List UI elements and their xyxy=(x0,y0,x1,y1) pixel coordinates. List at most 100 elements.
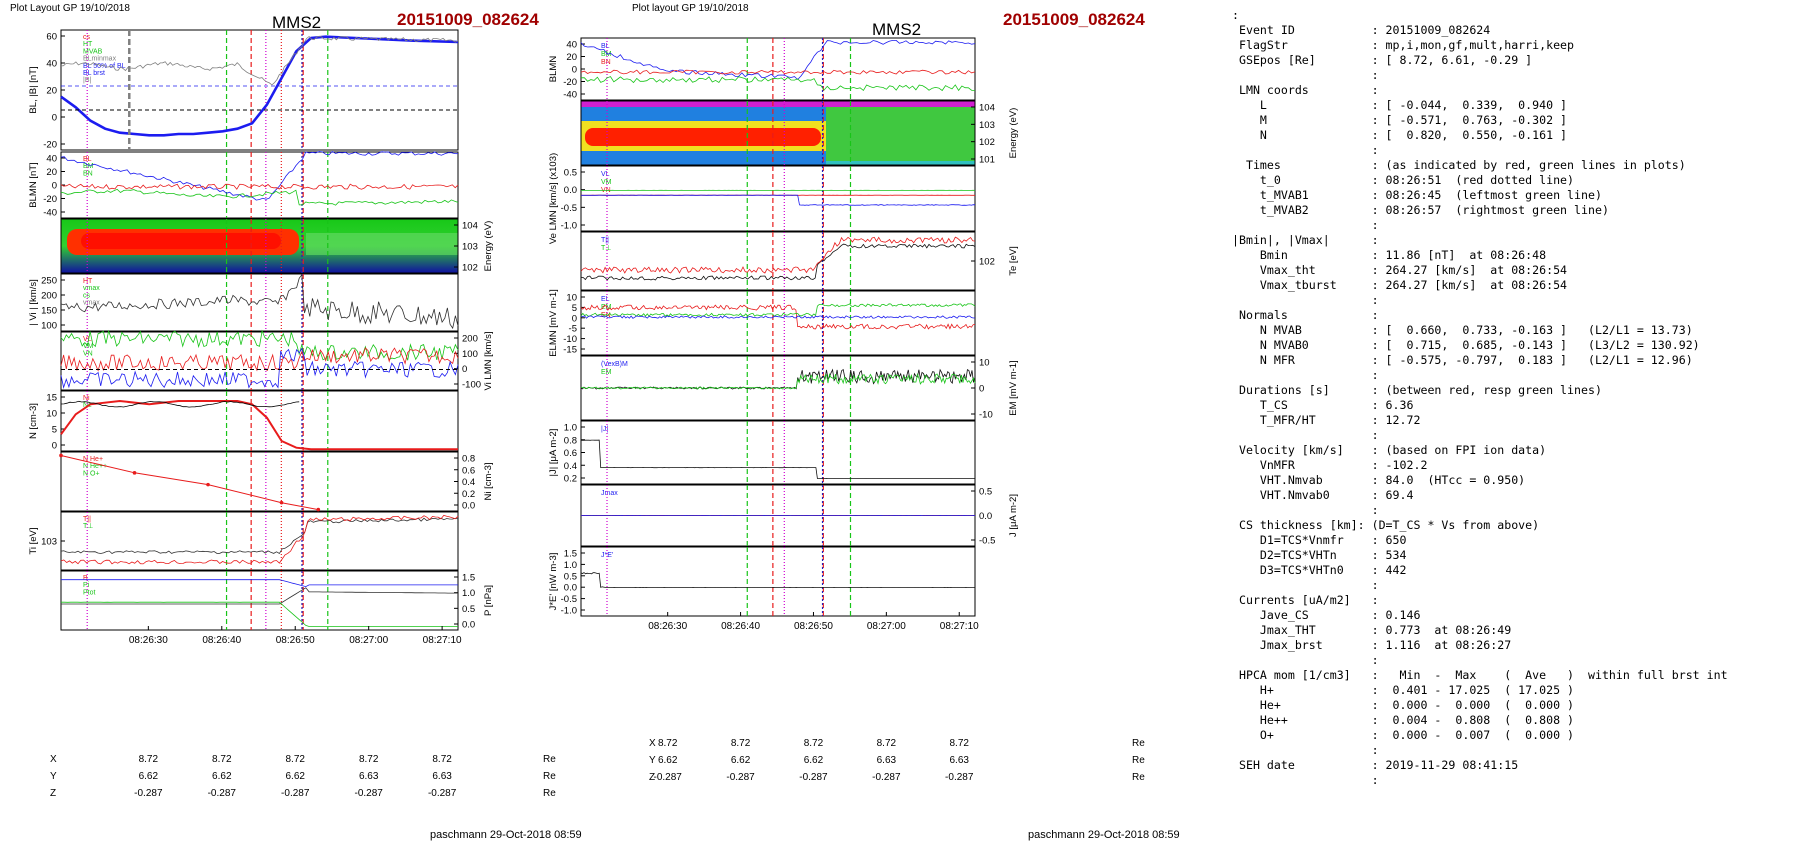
right-panel-je: 1.51.00.50.0-0.5-1.0J*E' [nW m-3] J*E' xyxy=(548,546,976,617)
y-tick-label: 0 xyxy=(52,441,57,452)
legend-entry: N He+ xyxy=(83,456,103,463)
y-axis-label: J [μA m-2] xyxy=(1008,494,1019,537)
y-tick-label: 0 xyxy=(979,384,984,395)
y-tick-label: -20 xyxy=(43,194,57,205)
ephemeris-value: -0.287 xyxy=(799,772,828,783)
ephemeris-label: Y xyxy=(649,755,656,766)
je-trace xyxy=(580,572,975,588)
y-tick-label: 0.4 xyxy=(462,477,475,488)
ephemeris-label: Y xyxy=(50,771,57,782)
time-tick-label: 08:26:50 xyxy=(794,621,833,632)
te-perp-trace xyxy=(580,243,976,281)
legend-entry: HT xyxy=(83,278,93,285)
ephemeris-value: 8.72 xyxy=(432,754,452,765)
y-axis-label: |J| [μA m-2] xyxy=(548,429,559,477)
y-tick-label: -0.5 xyxy=(979,536,995,547)
y-tick-label: 102 xyxy=(979,257,995,268)
legend-entry: BL 50% of BL xyxy=(83,63,126,70)
legend-entry: EN xyxy=(601,312,611,319)
he-plusplus-point xyxy=(316,507,321,512)
bm-lmn-trace xyxy=(60,188,459,206)
time-tick-label: 08:27:00 xyxy=(349,635,388,646)
legend-entry: EL xyxy=(601,296,610,303)
y-tick-label: -0.5 xyxy=(561,203,577,214)
spectrogram-hot-band xyxy=(585,128,821,146)
vexb-trace xyxy=(580,368,976,390)
y-tick-label: 200 xyxy=(41,291,57,302)
y-tick-label: 104 xyxy=(979,103,995,114)
ti-par-trace xyxy=(60,514,459,565)
ephemeris-value: 8.72 xyxy=(877,738,897,749)
ne-trace xyxy=(60,400,300,408)
legend-entry: BN xyxy=(601,59,611,66)
event-summary-text: : Event ID : 20151009_082624 FlagStr : m… xyxy=(1232,8,1728,787)
y-axis-label: Energy (eV) xyxy=(1008,108,1019,159)
legend-entry: VM xyxy=(601,179,612,186)
y-tick-label: 40 xyxy=(46,59,57,70)
y-axis-label: Energy (eV) xyxy=(483,221,494,272)
legend-entry: BM xyxy=(601,51,612,58)
ephemeris-value: 8.72 xyxy=(658,738,678,749)
legend-entry: Ni xyxy=(83,395,90,402)
legend-entry: BLminmax xyxy=(83,56,117,63)
legend-entry: BN xyxy=(83,170,93,177)
ephemeris-value: 6.63 xyxy=(359,771,379,782)
y-tick-label: 20 xyxy=(46,86,57,97)
left-time-axis: 08:26:30 08:26:40 08:26:50 08:27:00 08:27:10… xyxy=(50,626,556,799)
y-tick-label: 104 xyxy=(462,221,478,232)
y-tick-label: 102 xyxy=(462,263,478,274)
y-axis-label: | Vi | [km/s] xyxy=(28,279,39,325)
y-tick-label: 0.8 xyxy=(462,454,475,465)
y-tick-label: 10 xyxy=(46,409,57,420)
y-tick-label: 0 xyxy=(572,65,577,76)
y-tick-label: -0.5 xyxy=(561,594,577,605)
legend-entry: (VexB)M xyxy=(601,361,628,368)
ephemeris-value: 6.63 xyxy=(877,755,897,766)
y-tick-label: 103 xyxy=(41,537,57,548)
ephemeris-value: 8.72 xyxy=(731,738,751,749)
legend-entry: |J| xyxy=(601,426,608,433)
y-tick-label: 100 xyxy=(41,321,57,332)
ni-trace xyxy=(60,399,458,451)
y-axis-label: Ve LMN [km/s] (x103) xyxy=(548,153,559,244)
right-footer: paschmann 29-Oct-2018 08:59 xyxy=(1028,829,1180,841)
ephemeris-value: 8.72 xyxy=(139,754,159,765)
y-tick-label: 0.8 xyxy=(564,435,577,446)
panel-frame xyxy=(580,420,976,485)
ve-n-trace xyxy=(581,194,976,206)
time-tick-label: 08:26:40 xyxy=(202,635,241,646)
ephemeris-unit: Re xyxy=(543,788,556,799)
y-tick-label: 0.5 xyxy=(564,571,577,582)
legend-entry: J*E' xyxy=(601,552,613,559)
ephemeris-unit: Re xyxy=(1132,738,1145,749)
ephemeris-label: X xyxy=(649,738,656,749)
legend-entry: T⊥ xyxy=(83,523,93,530)
y-axis-label: N [cm-3] xyxy=(28,403,39,439)
pi-trace xyxy=(61,601,458,627)
legend-entry: VL xyxy=(601,171,610,178)
spectrogram-top-band xyxy=(581,101,975,107)
y-tick-label: 0 xyxy=(462,364,467,375)
y-tick-label: 1.0 xyxy=(564,560,577,571)
spectrogram-magnetosphere xyxy=(826,105,975,161)
he-plusplus-point xyxy=(279,500,284,505)
right-panel-j: 1.00.8 0.6 0.4 0.2 |J| [μA m-2] |J| xyxy=(548,420,976,485)
ephemeris-value: 6.63 xyxy=(432,771,452,782)
panel-frame xyxy=(60,570,459,631)
ephemeris-unit: Re xyxy=(1132,755,1145,766)
y-tick-label: 1.5 xyxy=(564,549,577,560)
y-tick-label: 0.6 xyxy=(564,448,577,459)
y-tick-label: 60 xyxy=(46,32,57,43)
right-header: Plot layout GP 19/10/2018 xyxy=(632,3,749,14)
legend-entry: vmax xyxy=(83,285,100,292)
spectrogram-tail xyxy=(306,233,458,255)
y-tick-label: 0 xyxy=(52,181,57,192)
time-tick-label: 08:27:00 xyxy=(867,621,906,632)
y-axis-label: Ni [cm-3] xyxy=(483,463,494,501)
y-tick-label: 20 xyxy=(46,167,57,178)
y-tick-label: 0.0 xyxy=(564,583,577,594)
